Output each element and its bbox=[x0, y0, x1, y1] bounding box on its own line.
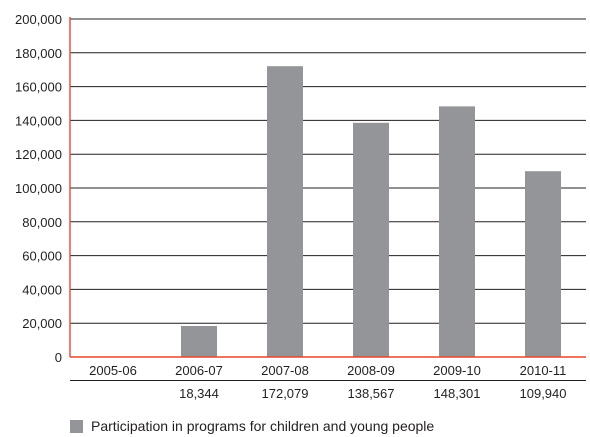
x-category-label: 2007-08 bbox=[261, 363, 309, 378]
y-tick-label: 40,000 bbox=[22, 282, 62, 297]
x-category-label: 2005-06 bbox=[89, 363, 137, 378]
y-tick-label: 180,000 bbox=[15, 46, 62, 61]
legend: Participation in programs for children a… bbox=[70, 418, 434, 434]
y-tick-label: 200,000 bbox=[15, 12, 62, 27]
bar bbox=[353, 122, 389, 357]
gridlines bbox=[70, 18, 586, 324]
axes bbox=[69, 17, 586, 381]
x-category-label: 2009-10 bbox=[433, 363, 481, 378]
y-tick-label: 60,000 bbox=[22, 249, 62, 264]
y-tick-label: 20,000 bbox=[22, 316, 62, 331]
bars bbox=[181, 66, 561, 357]
y-tick-label: 80,000 bbox=[22, 215, 62, 230]
y-tick-label: 100,000 bbox=[15, 181, 62, 196]
legend-swatch bbox=[70, 419, 83, 433]
x-axis-labels: 2005-06 2006-07 18,344 2007-08 172,079 2008-0… bbox=[89, 363, 566, 401]
y-tick-label: 160,000 bbox=[15, 80, 62, 95]
y-tick-label: 0 bbox=[55, 350, 62, 365]
x-category-label: 2008-09 bbox=[347, 363, 395, 378]
bar bbox=[267, 66, 303, 357]
data-value-label: 172,079 bbox=[262, 386, 309, 401]
legend-label: Participation in programs for children a… bbox=[91, 418, 435, 434]
data-value-label: 18,344 bbox=[179, 386, 219, 401]
bar bbox=[181, 325, 217, 357]
bar bbox=[439, 106, 475, 357]
x-category-label: 2010-11 bbox=[520, 363, 567, 378]
bar bbox=[525, 171, 561, 357]
data-value-label: 109,940 bbox=[520, 386, 567, 401]
y-tick-label: 140,000 bbox=[15, 113, 62, 128]
y-axis-ticks: 0 20,000 40,000 60,000 80,000 100,000 120,000 1… bbox=[15, 12, 62, 365]
data-value-label: 148,301 bbox=[434, 386, 481, 401]
y-tick-label: 120,000 bbox=[15, 147, 62, 162]
x-category-label: 2006-07 bbox=[175, 363, 223, 378]
data-value-label: 138,567 bbox=[348, 386, 395, 401]
